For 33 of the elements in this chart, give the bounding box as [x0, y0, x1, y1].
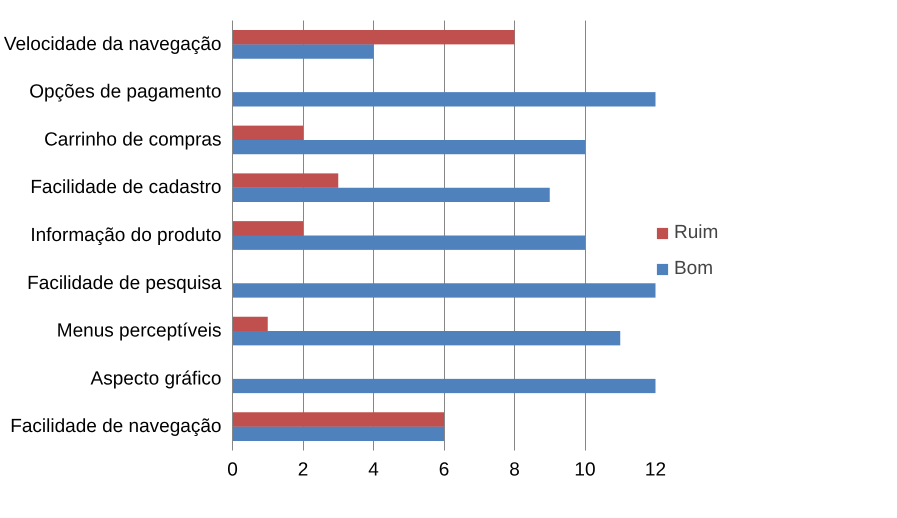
bar [232, 140, 585, 154]
x-tick-label: 12 [644, 460, 666, 480]
x-tick-label: 10 [574, 460, 596, 480]
bar [232, 92, 656, 106]
y-tick-label: Carrinho de compras [44, 129, 222, 150]
y-tick-label: Facilidade de pesquisa [27, 272, 222, 294]
bar [232, 316, 268, 332]
legend-label: Ruim [674, 222, 718, 244]
bar [232, 412, 444, 427]
y-tick-label: Facilidade de navegação [10, 416, 222, 438]
x-tick-label: 8 [509, 460, 520, 480]
bar [232, 331, 620, 346]
y-tick-label: Opções de pagamento [29, 82, 222, 103]
y-tick-label: Velocidade da navegação [4, 34, 222, 55]
x-tick-label: 0 [227, 460, 238, 480]
bar [232, 188, 550, 202]
bar [232, 173, 338, 188]
legend-label: Bom [674, 258, 714, 280]
x-tick-label: 6 [438, 460, 450, 480]
x-tick-label: 4 [368, 460, 380, 480]
bar [232, 30, 514, 44]
bar [232, 221, 303, 236]
bar [232, 236, 585, 250]
bar [232, 44, 374, 59]
bar [232, 126, 303, 140]
y-tick-label: Informação do produto [30, 225, 222, 246]
x-tick-label: 2 [298, 460, 308, 480]
y-tick-label: Aspecto gráfico [90, 368, 222, 390]
bar [232, 378, 656, 394]
y-tick-label: Menus perceptíveis [56, 320, 222, 342]
bar [232, 283, 656, 298]
bar [232, 426, 444, 441]
y-tick-label: Facilidade de cadastro [30, 177, 222, 198]
